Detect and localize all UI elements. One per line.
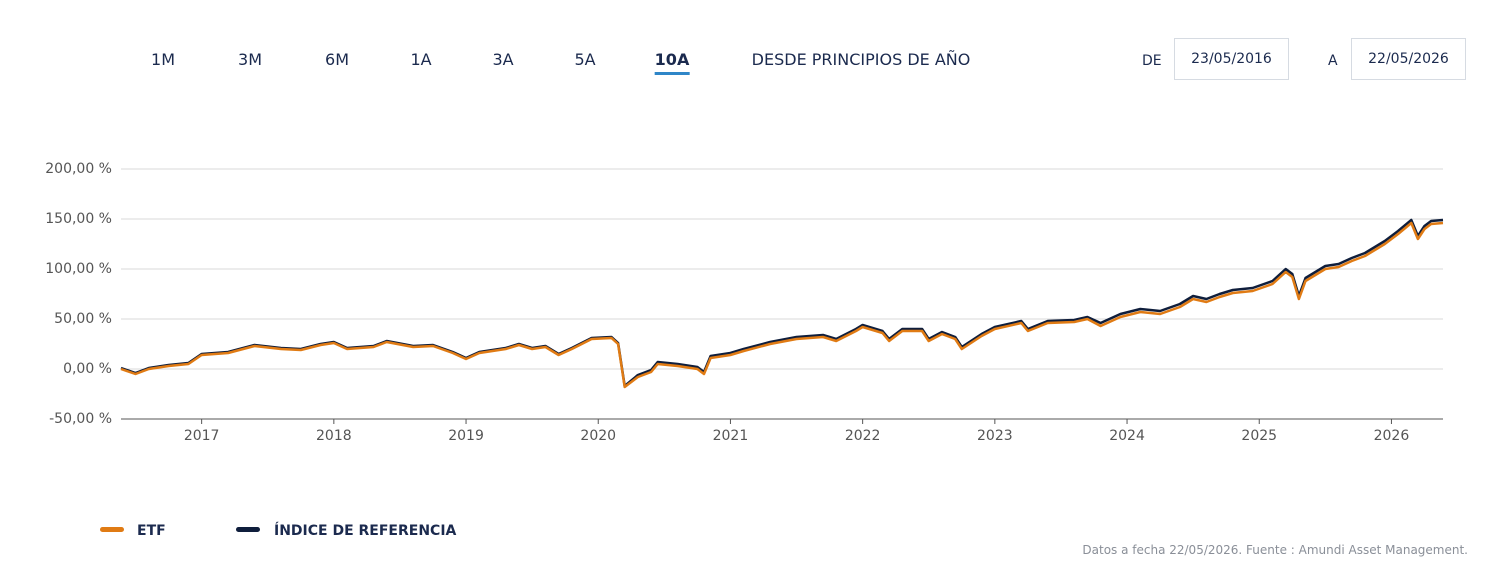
x-tick-label: 2025 <box>1241 428 1277 444</box>
footer-note: Datos a fecha 22/05/2026. Fuente : Amund… <box>1082 543 1468 557</box>
y-tick-label: 50,00 % <box>54 311 112 327</box>
to-label: A <box>1328 53 1338 69</box>
x-tick-label: 2022 <box>845 428 881 444</box>
legend-label: ETF <box>137 523 166 539</box>
x-tick-label: 2023 <box>977 428 1013 444</box>
tab[interactable]: 1M <box>151 50 175 69</box>
x-tick-label: 2017 <box>184 428 220 444</box>
series-line <box>120 221 1444 389</box>
legend-swatch <box>100 527 124 532</box>
tab[interactable]: DESDE PRINCIPIOS DE AÑO <box>751 50 971 69</box>
to-date-input[interactable]: 22/05/2026 <box>1351 38 1466 80</box>
tab[interactable]: 6M <box>325 50 349 69</box>
from-date-input[interactable]: 23/05/2016 <box>1174 38 1289 80</box>
tab[interactable]: 3M <box>238 50 262 69</box>
legend-swatch <box>236 527 260 532</box>
x-tick-label: 2021 <box>713 428 749 444</box>
y-tick-label: -50,00 % <box>49 411 112 427</box>
y-tick-label: 200,00 % <box>45 161 112 177</box>
y-tick-label: 100,00 % <box>45 261 112 277</box>
tab[interactable]: 1A <box>410 50 432 69</box>
x-tick-label: 2018 <box>316 428 352 444</box>
y-tick-label: 150,00 % <box>45 211 112 227</box>
from-label: DE <box>1142 53 1162 69</box>
tab[interactable]: 5A <box>574 50 596 69</box>
legend-label: ÍNDICE DE REFERENCIA <box>274 523 457 539</box>
x-tick-label: 2024 <box>1109 428 1145 444</box>
series-line <box>120 218 1444 388</box>
tab[interactable]: 3A <box>492 50 514 69</box>
tab-active[interactable]: 10A <box>654 50 690 75</box>
x-tick-label: 2026 <box>1374 428 1410 444</box>
x-tick-label: 2020 <box>580 428 616 444</box>
y-tick-label: 0,00 % <box>63 361 112 377</box>
x-tick-label: 2019 <box>448 428 484 444</box>
